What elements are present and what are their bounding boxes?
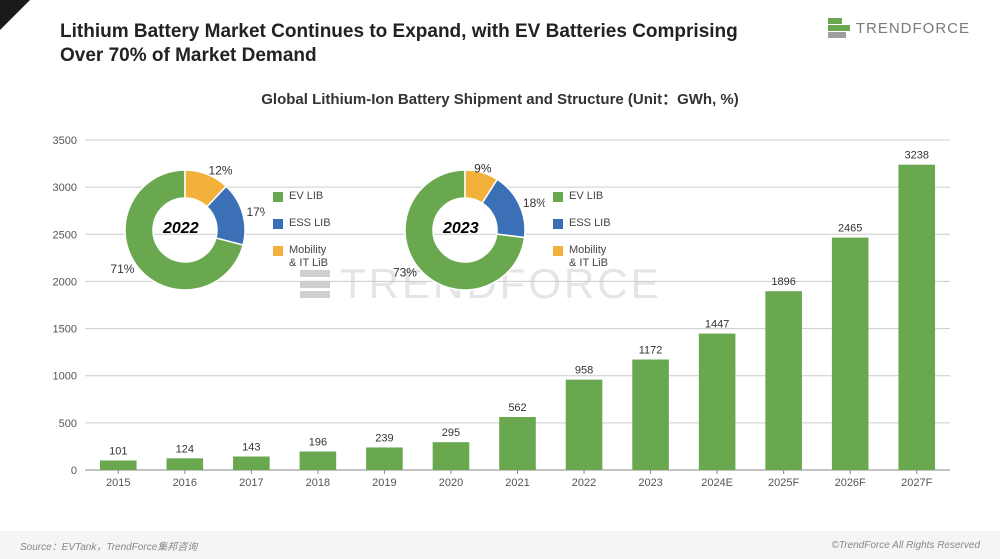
bar-2020 [433, 442, 470, 470]
bar-2026F [832, 238, 869, 470]
legend-label: ESS LIB [289, 217, 331, 230]
bar-2024E [699, 334, 736, 470]
legend-label: ESS LIB [569, 217, 611, 230]
footer: Source：EVTank，TrendForce集邦咨询 ©TrendForce… [0, 531, 1000, 559]
bar-2018 [300, 452, 337, 470]
chart-subtitle: Global Lithium-Ion Battery Shipment and … [0, 88, 1000, 109]
legend-label: Mobility& IT LiB [569, 244, 608, 270]
bar-value-2016: 124 [176, 443, 194, 455]
donut-year-2023: 2023 [443, 220, 479, 238]
bar-category-2016: 2016 [173, 477, 197, 489]
bar-category-2015: 2015 [106, 477, 130, 489]
footer-source: Source：EVTank，TrendForce集邦咨询 [20, 538, 197, 553]
legend-item-Mobility: Mobility& IT LiB [553, 244, 611, 270]
bar-2015 [100, 460, 137, 470]
svg-text:2000: 2000 [53, 276, 77, 288]
bar-category-2017: 2017 [239, 477, 263, 489]
bar-2017 [233, 457, 270, 470]
bar-2023 [632, 359, 669, 470]
legend-label: Mobility& IT LiB [289, 244, 328, 270]
legend-swatch [273, 246, 283, 256]
bar-value-2021: 562 [508, 402, 526, 414]
legend-label: EV LIB [569, 190, 603, 203]
svg-text:1000: 1000 [53, 371, 77, 383]
bar-category-2021: 2021 [505, 477, 529, 489]
bar-category-2025F: 2025F [768, 477, 799, 489]
bar-2021 [499, 417, 536, 470]
svg-text:500: 500 [59, 418, 77, 430]
bar-value-2027F: 3238 [904, 150, 928, 162]
legend-item-EV: EV LIB [273, 190, 331, 203]
svg-text:0: 0 [71, 465, 77, 477]
bar-2025F [765, 291, 802, 470]
donut-pct-2022-17: 17% [246, 205, 265, 219]
bar-category-2024E: 2024E [701, 477, 733, 489]
donut-2022: 71% 17% 12% 2022 EV LIB ESS LIB Mobility& IT L… [105, 150, 331, 310]
bar-category-2020: 2020 [439, 477, 463, 489]
logo-icon [828, 18, 850, 38]
bar-value-2025F: 1896 [771, 276, 795, 288]
legend-swatch [553, 246, 563, 256]
legend-item-Mobility: Mobility& IT LiB [273, 244, 331, 270]
donut-pct-2022-71: 71% [110, 262, 134, 276]
bar-value-2020: 295 [442, 427, 460, 439]
bar-value-2018: 196 [309, 437, 327, 449]
svg-text:3000: 3000 [53, 182, 77, 194]
bar-2022 [566, 380, 603, 470]
svg-text:1500: 1500 [53, 324, 77, 336]
legend-label: EV LIB [289, 190, 323, 203]
donut-year-2022: 2022 [163, 220, 199, 238]
bar-category-2019: 2019 [372, 477, 396, 489]
donut-legend-2022: EV LIB ESS LIB Mobility& IT LiB [273, 190, 331, 271]
legend-item-ESS: ESS LIB [273, 217, 331, 230]
bar-value-2026F: 2465 [838, 223, 862, 235]
bar-category-2023: 2023 [638, 477, 662, 489]
bar-2019 [366, 447, 403, 470]
legend-swatch [273, 192, 283, 202]
donut-pct-2023-18: 18% [523, 196, 545, 210]
bar-value-2022: 958 [575, 365, 593, 377]
slide-title: Lithium Battery Market Continues to Expa… [60, 20, 760, 68]
donut-pct-2023-73: 73% [393, 265, 417, 279]
slide-root: TRENDFORCE Lithium Battery Market Contin… [0, 0, 1000, 559]
bar-value-2015: 101 [109, 445, 127, 457]
brand-logo: TRENDFORCE [828, 18, 970, 38]
bar-value-2017: 143 [242, 442, 260, 454]
logo-text: TRENDFORCE [856, 20, 970, 37]
legend-swatch [553, 219, 563, 229]
bar-2027F [898, 165, 935, 470]
legend-swatch [273, 219, 283, 229]
donut-pct-2023-9: 9% [474, 162, 492, 176]
legend-item-EV: EV LIB [553, 190, 611, 203]
bar-category-2026F: 2026F [835, 477, 866, 489]
legend-swatch [553, 192, 563, 202]
bar-value-2023: 1172 [639, 344, 663, 356]
footer-copyright: ©TrendForce All Rights Reserved [831, 540, 980, 551]
bar-category-2018: 2018 [306, 477, 330, 489]
donut-2023: 73% 18% 9% 2023 EV LIB ESS LIB Mobility& IT Li… [385, 150, 611, 310]
bar-category-2027F: 2027F [901, 477, 932, 489]
corner-decoration [0, 0, 30, 30]
bar-value-2024E: 1447 [705, 319, 729, 331]
bar-category-2022: 2022 [572, 477, 596, 489]
svg-text:2500: 2500 [53, 229, 77, 241]
legend-item-ESS: ESS LIB [553, 217, 611, 230]
donut-legend-2023: EV LIB ESS LIB Mobility& IT LiB [553, 190, 611, 271]
bar-2016 [167, 458, 204, 470]
donut-pct-2022-12: 12% [209, 163, 233, 177]
bar-value-2019: 239 [375, 432, 393, 444]
svg-text:3500: 3500 [53, 135, 77, 147]
